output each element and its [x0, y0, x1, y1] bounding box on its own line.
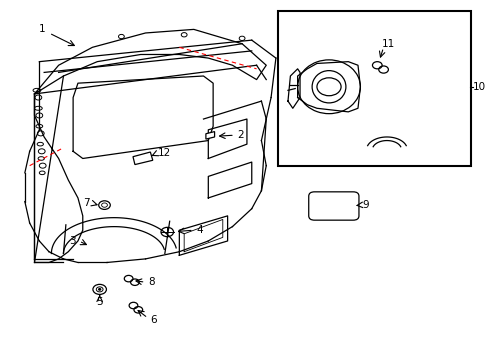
Circle shape [99, 289, 101, 290]
Text: 8: 8 [148, 277, 154, 287]
Text: 7: 7 [83, 198, 90, 208]
Text: 12: 12 [157, 148, 170, 158]
Text: 10: 10 [472, 82, 485, 92]
Text: 6: 6 [150, 315, 157, 325]
Text: 4: 4 [196, 225, 203, 235]
Polygon shape [205, 132, 214, 139]
Bar [278, 12, 470, 166]
FancyBboxPatch shape [308, 192, 358, 220]
Text: 3: 3 [69, 236, 75, 246]
Text: 2: 2 [237, 130, 244, 140]
Text: 9: 9 [362, 200, 368, 210]
Text: 1: 1 [39, 24, 45, 35]
Text: 11: 11 [381, 39, 395, 49]
Polygon shape [133, 152, 152, 165]
Text: 5: 5 [96, 297, 103, 307]
